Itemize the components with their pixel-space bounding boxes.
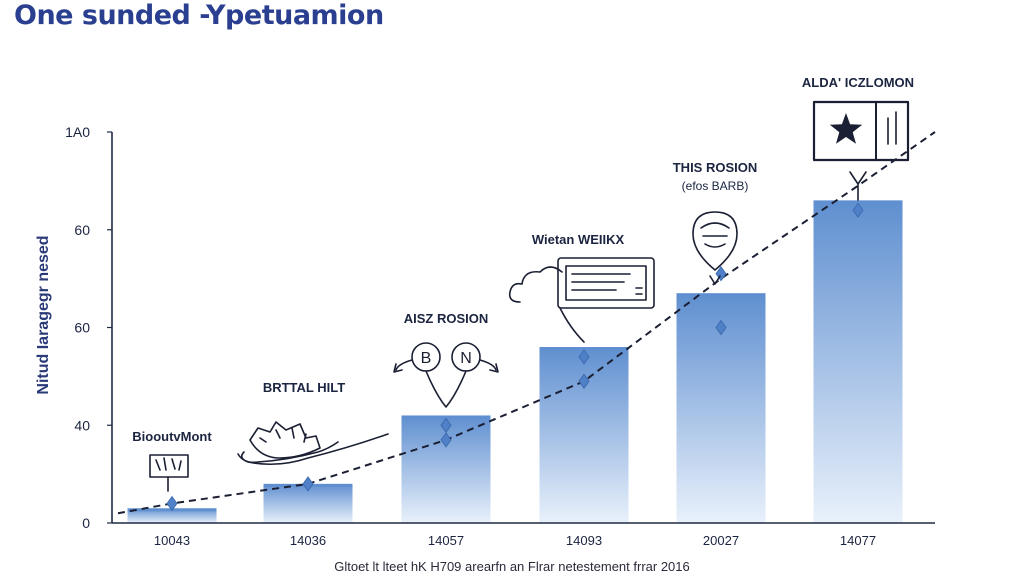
annotation-sub: (efos BARB) bbox=[682, 179, 749, 193]
x-tick-label: 10043 bbox=[154, 533, 190, 548]
y-tick-label: 40 bbox=[74, 417, 90, 433]
star-shape bbox=[829, 113, 863, 144]
data-marker bbox=[166, 495, 178, 512]
data-marker bbox=[302, 476, 314, 492]
bar-14077 bbox=[813, 200, 903, 524]
data-marker bbox=[578, 373, 590, 389]
annotation-label: THIS ROSION bbox=[673, 160, 758, 175]
x-tick-label: 20027 bbox=[703, 533, 739, 548]
footnote: Gltoet lt lteet hK H709 arearfn an Flrar… bbox=[334, 559, 690, 574]
data-marker bbox=[715, 319, 727, 336]
icon-letter-n: N bbox=[460, 350, 472, 367]
data-marker bbox=[440, 432, 452, 448]
y-tick-label: 60 bbox=[74, 222, 90, 238]
bar-10043 bbox=[127, 508, 217, 523]
chart-title: One sunded -Ypetuamion bbox=[14, 0, 384, 31]
annotation-label: AISZ ROSION bbox=[404, 311, 489, 326]
bar-top-edge bbox=[676, 293, 766, 297]
map-sketch-icon bbox=[237, 421, 389, 466]
bar-top-edge bbox=[539, 347, 629, 351]
annotation-label: BiooutvMont bbox=[132, 429, 212, 444]
bar-top-edge bbox=[401, 415, 491, 419]
x-tick-label: 14057 bbox=[428, 533, 464, 548]
star-panel-icon bbox=[812, 100, 910, 201]
annotation-label: ALDA' ICZLOMON bbox=[802, 75, 914, 90]
bar-14093 bbox=[539, 347, 629, 523]
annotation-label: BRTTAL HILT bbox=[263, 380, 345, 395]
hand-card-icon bbox=[149, 454, 189, 492]
annotation-label: Wietan WEIIKX bbox=[532, 232, 625, 247]
x-tick-label: 14036 bbox=[290, 533, 326, 548]
data-marker bbox=[852, 202, 864, 218]
y-tick-label: 1A0 bbox=[65, 124, 90, 140]
trend-line bbox=[117, 131, 936, 515]
y-tick-label: 60 bbox=[74, 320, 90, 336]
x-tick-label: 14093 bbox=[566, 533, 602, 548]
cloud-document-icon bbox=[508, 257, 655, 343]
location-pin-icon bbox=[692, 211, 738, 285]
y-tick-label: 0 bbox=[82, 515, 90, 531]
icon-letter-b: B bbox=[421, 350, 432, 367]
data-marker bbox=[578, 349, 590, 365]
bar-top-edge bbox=[813, 200, 903, 204]
x-tick-label: 14077 bbox=[840, 533, 876, 548]
